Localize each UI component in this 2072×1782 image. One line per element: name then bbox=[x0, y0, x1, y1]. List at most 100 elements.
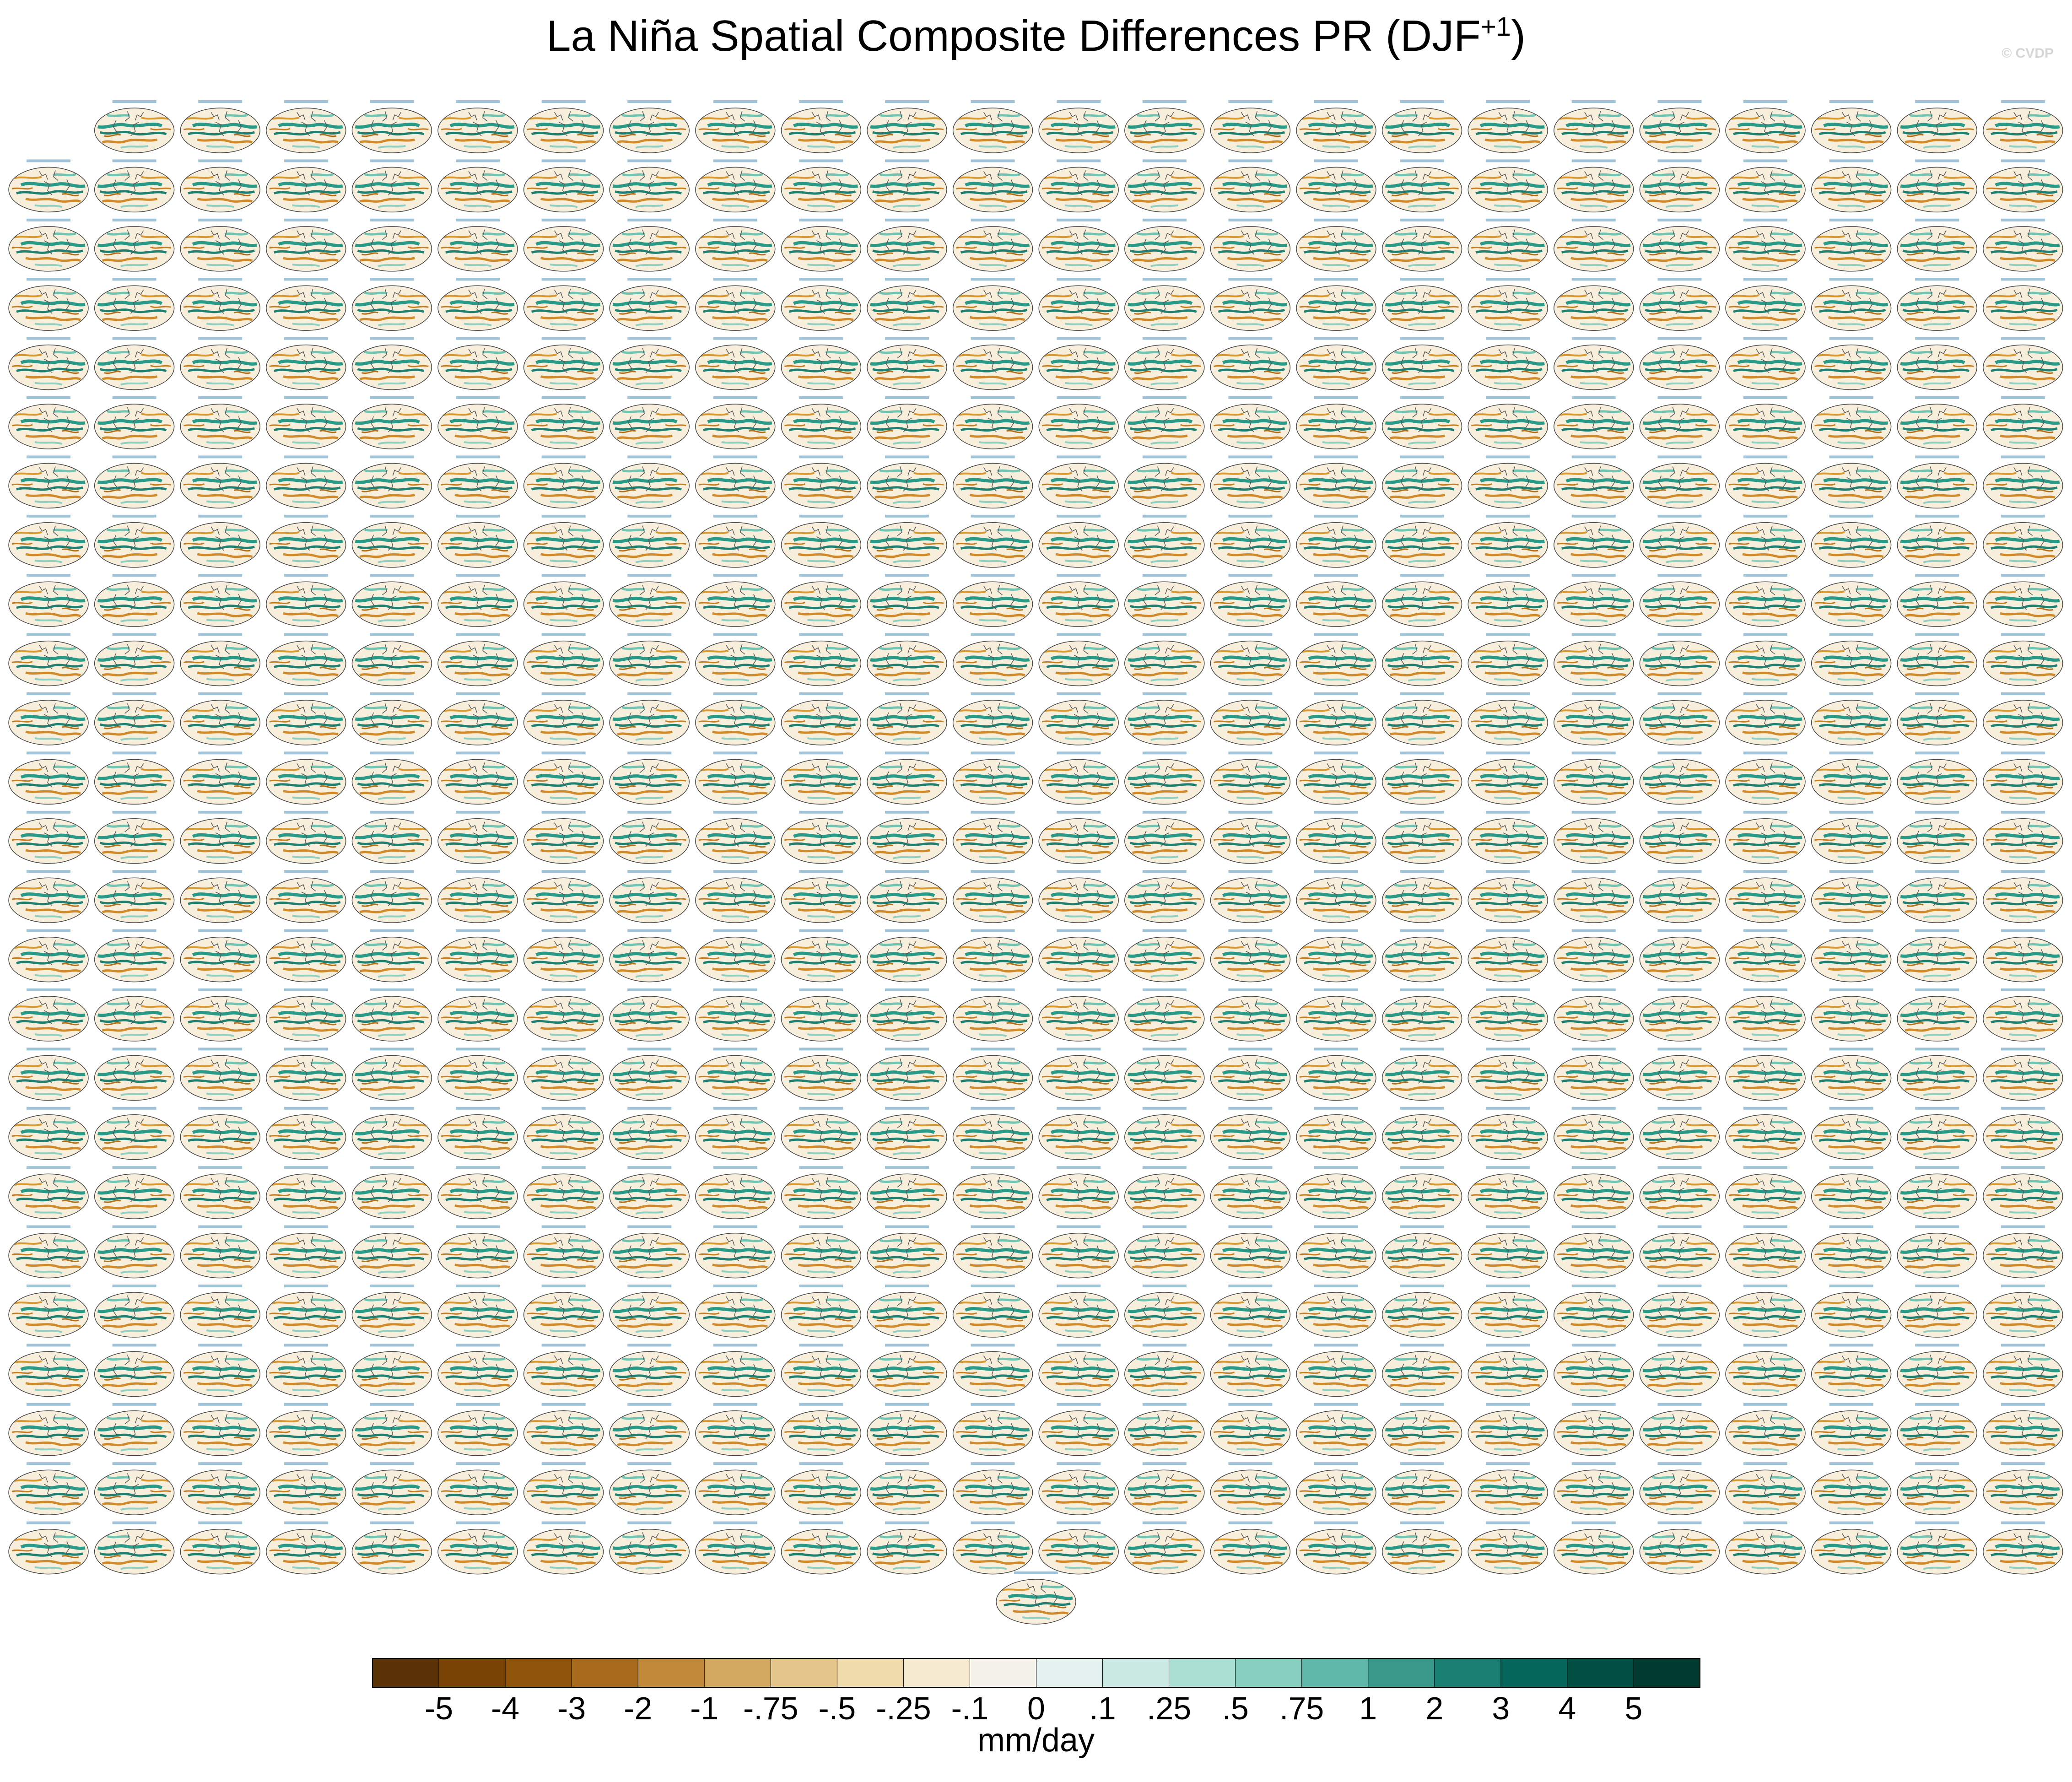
map-panel bbox=[437, 751, 518, 805]
map-panel bbox=[1210, 988, 1291, 1042]
map-panel bbox=[695, 455, 776, 509]
map-panel-caption bbox=[885, 574, 929, 577]
map-panel bbox=[1554, 751, 1634, 805]
map-panel bbox=[180, 751, 260, 805]
map-panel bbox=[609, 870, 690, 923]
map-panel-caption bbox=[885, 751, 929, 755]
map-panel bbox=[867, 337, 947, 390]
map-panel-caption bbox=[1314, 988, 1358, 991]
map-panel bbox=[1381, 633, 1462, 686]
map-panel-caption bbox=[1057, 455, 1101, 459]
map-panel-caption bbox=[971, 100, 1015, 103]
map-panel bbox=[1897, 751, 1977, 805]
map-panel bbox=[266, 870, 346, 923]
map-panel-caption bbox=[1829, 574, 1873, 577]
chart-title: La Niña Spatial Composite Differences PR… bbox=[0, 12, 2072, 60]
colorbar-tick-label: -1 bbox=[690, 1690, 718, 1726]
map-panel-caption bbox=[1486, 751, 1530, 755]
map-panel bbox=[1811, 870, 1892, 923]
map-panel bbox=[1897, 100, 1977, 153]
map-panel-caption bbox=[1915, 633, 1959, 636]
map-panel-caption bbox=[284, 988, 328, 991]
map-panel bbox=[1296, 455, 1376, 509]
map-panel-caption bbox=[885, 396, 929, 399]
map-panel bbox=[437, 988, 518, 1042]
map-panel-caption bbox=[1228, 278, 1273, 281]
map-panel-caption bbox=[885, 218, 929, 221]
colorbar-tick-label: -2 bbox=[624, 1690, 652, 1726]
map-panel-caption bbox=[1829, 159, 1873, 162]
map-panel bbox=[8, 278, 89, 331]
map-panel-caption bbox=[284, 278, 328, 281]
map-panel bbox=[1983, 159, 2063, 213]
map-panel-caption bbox=[1743, 929, 1787, 932]
map-panel bbox=[523, 396, 604, 449]
map-panel bbox=[1983, 574, 2063, 627]
map-panel bbox=[1983, 988, 2063, 1042]
map-panel bbox=[1296, 692, 1376, 745]
map-panel-caption bbox=[1228, 396, 1273, 399]
map-panel bbox=[1554, 574, 1634, 627]
colorbar-swatch bbox=[969, 1658, 1037, 1688]
map-panel-caption bbox=[1057, 278, 1101, 281]
map-panel-caption bbox=[971, 278, 1015, 281]
map-panel bbox=[1639, 455, 1720, 509]
map-panel-caption bbox=[713, 278, 757, 281]
map-panel bbox=[351, 751, 432, 805]
map-panel bbox=[1811, 514, 1892, 568]
map-panel bbox=[1639, 218, 1720, 272]
map-panel bbox=[437, 396, 518, 449]
colorbar-tick-label: .25 bbox=[1147, 1690, 1191, 1726]
map-panel bbox=[1983, 633, 2063, 686]
map-panel bbox=[180, 1048, 260, 1101]
map-panel bbox=[180, 870, 260, 923]
map-panel bbox=[1468, 455, 1548, 509]
map-panel-caption bbox=[971, 574, 1015, 577]
map-panel-caption bbox=[799, 870, 843, 873]
map-panel-caption bbox=[1915, 337, 1959, 340]
map-panel bbox=[695, 1107, 776, 1160]
map-panel-caption bbox=[1829, 810, 1873, 814]
map-panel-caption bbox=[2001, 929, 2045, 932]
map-panel bbox=[1296, 396, 1376, 449]
map-panel-caption bbox=[112, 574, 156, 577]
map-panel bbox=[952, 692, 1033, 745]
map-panel-caption bbox=[284, 396, 328, 399]
map-panel bbox=[180, 100, 260, 153]
map-panel-caption bbox=[456, 751, 500, 755]
map-panel bbox=[1468, 100, 1548, 153]
map-panel bbox=[1124, 100, 1205, 153]
map-panel bbox=[1468, 218, 1548, 272]
map-panel bbox=[8, 633, 89, 686]
map-panel-caption bbox=[2001, 692, 2045, 695]
map-panel-caption bbox=[27, 692, 70, 695]
map-panel-caption bbox=[1228, 870, 1273, 873]
map-panel bbox=[1639, 929, 1720, 983]
map-panel-caption bbox=[627, 455, 672, 459]
map-panel-caption bbox=[1142, 1048, 1187, 1051]
map-panel bbox=[867, 870, 947, 923]
map-panel-caption bbox=[112, 100, 156, 103]
map-panel bbox=[94, 278, 175, 331]
map-panel-caption bbox=[2001, 514, 2045, 518]
map-panel-caption bbox=[112, 337, 156, 340]
map-panel-caption bbox=[370, 159, 414, 162]
map-panel-caption bbox=[799, 455, 843, 459]
map-panel bbox=[1468, 633, 1548, 686]
map-panel-caption bbox=[1915, 396, 1959, 399]
map-panel-caption bbox=[27, 396, 70, 399]
map-panel bbox=[1468, 929, 1548, 983]
map-panel-caption bbox=[1142, 514, 1187, 518]
colorbar-tick-label: 5 bbox=[1624, 1690, 1642, 1726]
map-panel bbox=[952, 159, 1033, 213]
map-panel bbox=[1210, 218, 1291, 272]
map-panel bbox=[695, 988, 776, 1042]
map-panel bbox=[1124, 929, 1205, 983]
map-panel-caption bbox=[198, 1048, 243, 1051]
map-panel-caption bbox=[1486, 988, 1530, 991]
map-panel-caption bbox=[541, 692, 586, 695]
map-panel bbox=[609, 337, 690, 390]
map-panel bbox=[266, 929, 346, 983]
map-panel-caption bbox=[1228, 337, 1273, 340]
map-panel-caption bbox=[284, 455, 328, 459]
